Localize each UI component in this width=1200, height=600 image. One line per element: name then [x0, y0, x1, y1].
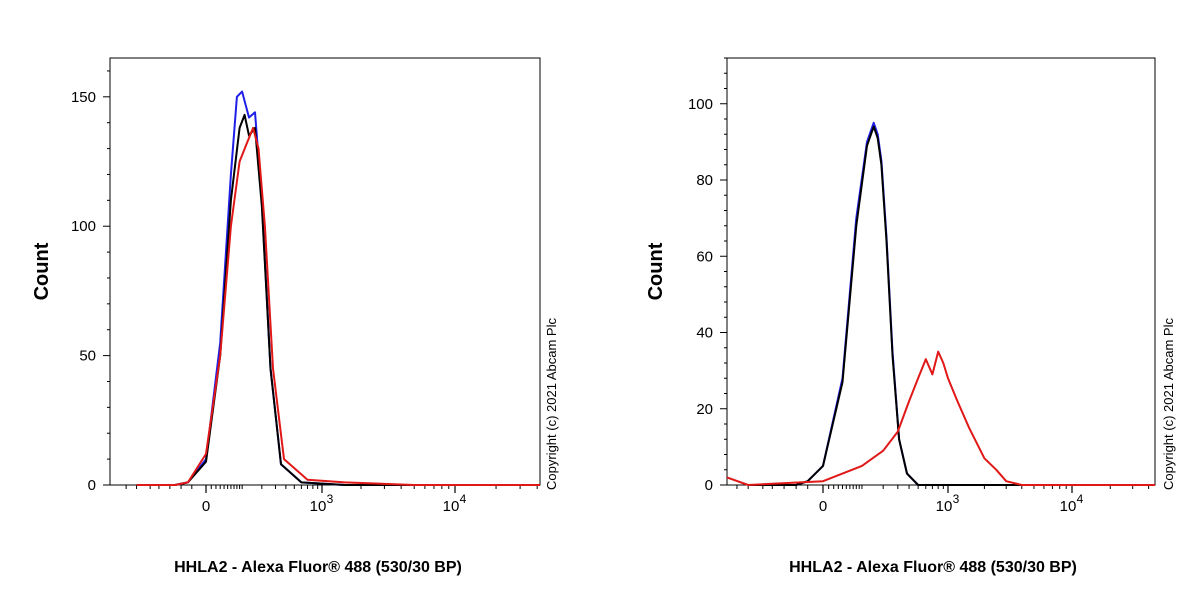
x-tick-label: 0 — [819, 498, 827, 515]
histogram-series-3 — [136, 126, 540, 486]
y-tick-label: 20 — [696, 401, 713, 418]
plot-frame — [726, 57, 1156, 486]
y-tick-label: 0 — [705, 477, 713, 494]
x-tick-label: 10 — [936, 498, 953, 515]
x-tick-label: 0 — [202, 498, 210, 515]
y-tick-label: 100 — [71, 218, 96, 235]
x-tick-label: 10 — [443, 498, 460, 515]
copyright-text: Copyright (c) 2021 Abcam Plc — [1161, 318, 1176, 490]
y-axis-title: Count — [31, 242, 53, 300]
y-tick-label: 60 — [696, 248, 713, 265]
x-axis-title: HHLA2 - Alexa Fluor® 488 (530/30 BP) — [789, 559, 1077, 576]
y-axis-title: Count — [645, 242, 667, 300]
x-tick-label: 10 — [1060, 498, 1077, 515]
x-tick-exponent: 4 — [460, 492, 467, 506]
histogram-series-1 — [136, 90, 540, 486]
y-tick-label: 150 — [71, 89, 96, 106]
y-tick-label: 50 — [79, 348, 96, 365]
x-tick-exponent: 3 — [953, 492, 960, 506]
histogram-series-2 — [748, 125, 1155, 486]
y-tick-label: 100 — [688, 96, 713, 113]
x-tick-exponent: 4 — [1077, 492, 1084, 506]
x-axis-title: HHLA2 - Alexa Fluor® 488 (530/30 BP) — [174, 559, 462, 576]
x-tick-label: 10 — [310, 498, 327, 515]
y-tick-label: 0 — [88, 477, 96, 494]
x-tick-exponent: 3 — [327, 492, 334, 506]
copyright-text: Copyright (c) 2021 Abcam Plc — [544, 318, 559, 490]
histogram-series-3 — [726, 350, 1155, 486]
histogram-series-1 — [748, 121, 1155, 486]
plot-frame — [109, 57, 541, 486]
histogram-series-2 — [136, 113, 540, 486]
y-tick-label: 80 — [696, 172, 713, 189]
y-tick-label: 40 — [696, 325, 713, 342]
